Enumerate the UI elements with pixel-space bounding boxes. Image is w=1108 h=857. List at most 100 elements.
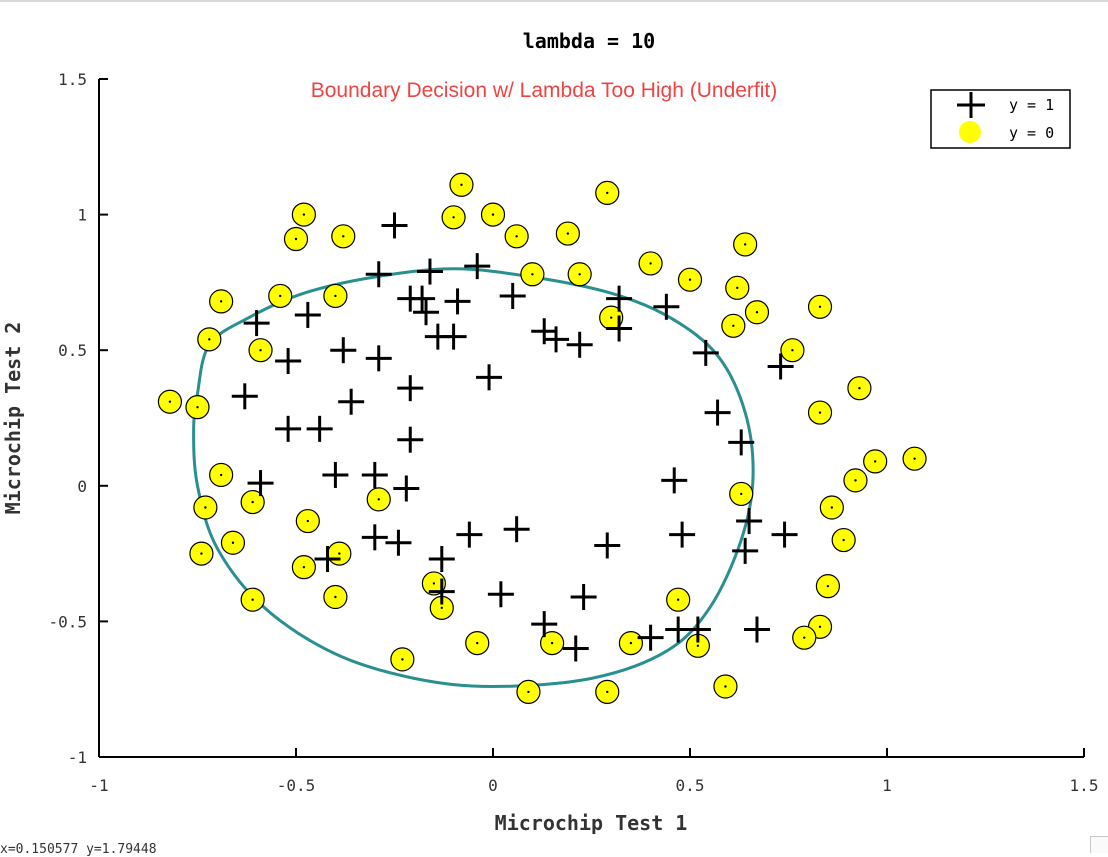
negative-sample-point: [831, 527, 856, 553]
negative-sample-point: [721, 313, 746, 338]
negative-sample-point: [847, 376, 872, 401]
x-tick-label: 0.5: [676, 776, 705, 795]
negative-sample-point: [504, 224, 529, 249]
negative-sample-point: [666, 587, 691, 612]
positive-sample-point: [365, 261, 392, 288]
negative-sample-point: [902, 446, 927, 471]
chart-title: lambda = 10: [523, 29, 655, 53]
positive-sample-point: [661, 467, 688, 494]
positive-sample-point: [306, 415, 333, 442]
positive-sample-point: [464, 253, 491, 280]
negative-sample-point: [323, 584, 348, 610]
positive-sample-point: [771, 521, 798, 548]
y-tick-label: 1: [77, 206, 87, 225]
legend-circle-icon: [959, 121, 981, 143]
positive-sample-point: [397, 375, 424, 402]
negative-sample-point: [209, 289, 234, 314]
x-tick-label: 0: [488, 776, 498, 795]
positive-sample-point: [314, 546, 341, 573]
positive-sample-point: [637, 624, 664, 651]
x-tick-label: -1: [89, 776, 108, 795]
negative-sample-point: [520, 262, 545, 287]
window-top-border: [0, 0, 1108, 2]
negative-sample-point: [268, 283, 293, 309]
negative-sample-point: [209, 462, 234, 488]
positive-sample-point: [692, 339, 719, 366]
positive-sample-point: [381, 212, 408, 239]
negative-sample-point: [516, 679, 541, 705]
negative-sample-point: [291, 555, 316, 580]
negative-sample-point: [193, 495, 218, 520]
positive-sample-point: [653, 293, 680, 320]
positive-sample-point: [428, 578, 455, 605]
positive-sample-point: [669, 521, 696, 548]
positive-sample-point: [330, 337, 357, 364]
positive-sample-point: [275, 415, 302, 442]
plot-frame: [99, 79, 1084, 757]
negative-sample-point: [197, 327, 222, 352]
negative-sample-point: [283, 226, 309, 252]
legend: y = 1 y = 0: [930, 89, 1071, 149]
negative-sample-point: [729, 481, 754, 507]
positive-sample-point: [416, 258, 443, 285]
positive-sample-point: [294, 301, 321, 328]
positive-sample-point: [767, 353, 794, 380]
positive-sample-point: [456, 521, 483, 548]
positive-sample-point: [704, 399, 731, 426]
chart-subtitle: Boundary Decision w/ Lambda Too High (Un…: [311, 79, 778, 102]
x-tick-label: -0.5: [277, 776, 316, 795]
negative-sample-point: [713, 674, 738, 699]
negative-sample-point: [449, 172, 474, 197]
positive-sample-point: [385, 529, 412, 556]
positive-sample-point: [732, 537, 759, 564]
negative-sample-point: [807, 400, 833, 425]
negative-sample-point: [744, 300, 770, 325]
negative-sample-point: [595, 180, 620, 206]
positive-sample-point: [736, 508, 763, 535]
negative-sample-point: [185, 395, 210, 420]
negative-sample-point: [677, 267, 703, 292]
positive-sample-point: [476, 364, 503, 391]
positive-sample-point: [338, 388, 365, 415]
negative-sample-point: [327, 541, 352, 566]
positive-sample-point: [409, 285, 436, 312]
positive-sample-point: [606, 315, 633, 342]
negative-sample-point: [189, 541, 214, 566]
negative-sample-point: [157, 389, 183, 414]
negative-sample-point: [555, 221, 580, 246]
negative-sample-point: [220, 530, 246, 555]
positive-sample-point: [322, 461, 349, 488]
positive-sample-point: [499, 282, 526, 309]
positive-sample-point: [243, 310, 270, 337]
negative-sample-point: [725, 275, 750, 300]
y-tick-label: -1: [68, 748, 87, 767]
positive-sample-point: [444, 288, 471, 315]
positive-sample-point: [684, 616, 711, 643]
negative-sample-point: [421, 571, 446, 596]
negative-sample-point: [441, 205, 466, 230]
negative-sample-point: [429, 595, 454, 620]
negative-sample-point: [618, 630, 644, 656]
positive-sample-point: [361, 524, 388, 551]
positive-sample-point: [231, 383, 258, 410]
negative-sample-point: [807, 294, 833, 319]
y-tick-label: 0: [77, 477, 87, 496]
negative-sample-point: [595, 679, 620, 705]
negative-sample-point: [295, 508, 320, 534]
negative-sample-point: [480, 202, 506, 227]
negative-sample-point: [291, 202, 316, 227]
window-resize-handle[interactable]: [1090, 836, 1108, 853]
negative-sample-point: [240, 489, 265, 515]
positive-sample-point: [606, 285, 633, 312]
negative-sample-point: [780, 338, 805, 363]
positive-sample-point: [503, 516, 530, 543]
negative-sample-point: [638, 251, 663, 276]
negative-sample-point: [567, 262, 592, 287]
cursor-coordinates-readout: x=0.150577 y=1.79448: [0, 842, 157, 857]
negative-sample-point: [366, 487, 391, 512]
legend-box: [930, 89, 1071, 149]
positive-sample-point: [440, 323, 467, 350]
positive-sample-point: [487, 581, 514, 608]
negative-sample-point: [733, 232, 758, 257]
